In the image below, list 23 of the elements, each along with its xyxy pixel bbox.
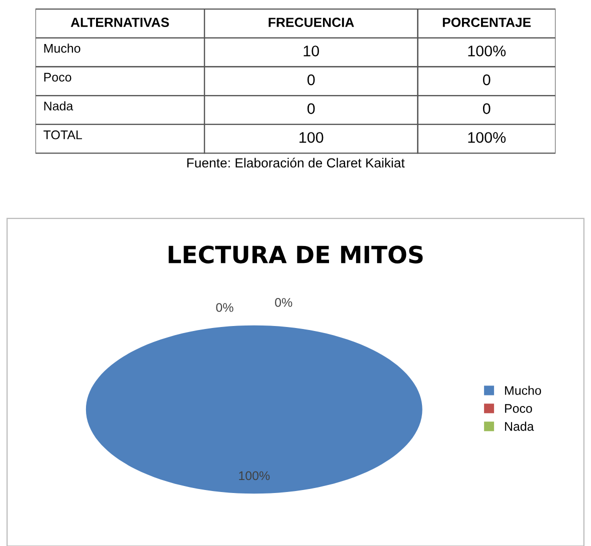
legend-label: Mucho — [505, 386, 542, 395]
text: ALTERNATIVAS — [70, 18, 169, 28]
text: 0% — [275, 298, 292, 307]
text: 0 — [307, 103, 315, 114]
text: Nada — [44, 101, 74, 110]
text: Poco — [44, 72, 72, 82]
source-note: Fuente: Elaboración de Claret Kaikiat — [187, 158, 405, 168]
text: Mucho — [44, 44, 80, 53]
legend-label: Nada — [505, 422, 534, 431]
text: 0 — [307, 74, 315, 86]
text: 0 — [482, 74, 490, 86]
text: 100% — [468, 46, 506, 56]
text: FRECUENCIA — [268, 18, 354, 28]
text: PORCENTAJE — [442, 18, 531, 28]
text: 0% — [216, 303, 234, 312]
data-label: 100% — [239, 471, 270, 480]
legend-label: Poco — [505, 404, 532, 413]
text: 10 — [304, 46, 319, 56]
text: TOTAL — [44, 130, 82, 140]
chart-title: LECTURA DE MITOS — [168, 246, 423, 264]
text: 100% — [468, 132, 506, 143]
text: 0 — [482, 103, 490, 114]
text: 100 — [300, 132, 324, 143]
